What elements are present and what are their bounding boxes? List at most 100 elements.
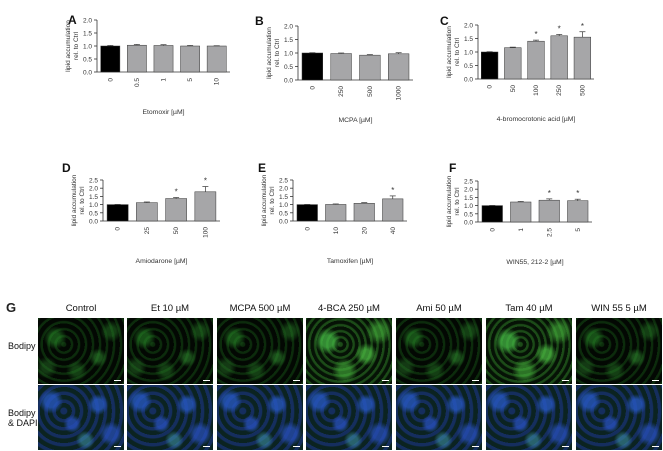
micrograph-column-label-1: Et 10 µM <box>150 303 190 314</box>
panel-c-y-tick-label-1: 0.5 <box>464 63 473 70</box>
panel-a-x-tick-label-4: 10 <box>214 78 221 86</box>
panel-c-y-label: lipid accumulationrel. to Ctrl <box>446 26 461 78</box>
panel-e-letter: E <box>258 161 266 175</box>
micrograph-bodipy-6 <box>576 318 662 384</box>
micrograph-bodipy-1 <box>127 318 213 384</box>
panel-f-x-label: WIN55, 212-2 [µM] <box>506 259 563 266</box>
row-label-bodipy-dapi-line2: & DAPI <box>8 418 38 429</box>
scale-bar <box>293 379 300 381</box>
panel-f-y-tick-label-4: 2.0 <box>464 187 473 194</box>
micrograph-bodipy-2 <box>217 318 303 384</box>
panel-d-x-tick-label-3: 100 <box>202 227 209 238</box>
panel-f-y-label: lipid accumulationrel. to Ctrl <box>446 175 461 227</box>
panel-f-letter: F <box>449 161 456 175</box>
panel-d-y-tick-label-2: 1.0 <box>89 202 98 209</box>
panel-f-y-tick-label-3: 1.5 <box>464 195 473 202</box>
panel-a-y-label-line2: rel. to Ctrl <box>73 31 80 60</box>
scale-bar <box>203 379 210 381</box>
panel-f-y-tick-label-5: 2.5 <box>464 179 473 186</box>
panel-d-x-tick-label-0: 0 <box>115 227 122 231</box>
panel-e-bar-2 <box>353 203 375 222</box>
panel-a-y-tick-label-2: 1.0 <box>83 44 92 51</box>
scale-bar <box>652 379 659 381</box>
panel-a-x-tick-label-2: 1 <box>161 78 168 82</box>
panel-a-bar-4 <box>206 45 227 73</box>
panel-d-bar-0 <box>106 204 129 222</box>
panel-a-x-tick-label-0: 0 <box>107 78 114 82</box>
scale-bar <box>562 379 569 381</box>
panel-c-bar-0 <box>480 51 499 80</box>
panel-b-y-label-line1: lipid accumulation <box>266 27 273 79</box>
panel-c-x-tick-label-0: 0 <box>487 85 494 89</box>
micrograph-bodipy-3 <box>306 318 392 384</box>
panel-f-x-tick-label-2: 2.5 <box>546 228 553 237</box>
panel-d-y-tick-label-1: 0.5 <box>89 210 98 217</box>
panel-e-bar-1 <box>325 204 347 222</box>
panel-b-x-tick-label-1: 250 <box>338 86 345 97</box>
micrograph-column-label-4: Ami 50 µM <box>416 303 462 314</box>
panel-e-y-tick-label-2: 1.0 <box>279 202 288 209</box>
micrograph-column-label-2: MCPA 500 µM <box>229 303 291 314</box>
panel-b-x-tick-label-2: 500 <box>367 86 374 97</box>
panel-b-y-label: lipid accumulationrel. to Ctrl <box>266 27 281 79</box>
panel-d-x-tick-label-2: 50 <box>173 227 180 235</box>
panel-b-y-tick-label-1: 0.5 <box>284 64 293 71</box>
panel-d-y-tick-label-0: 0.0 <box>89 219 98 226</box>
panel-e-x-tick-label-3: 40 <box>390 227 397 235</box>
panel-f-bar-1 <box>510 201 532 223</box>
micrograph-column-label-0: Control <box>65 303 97 314</box>
panel-c-y-label-line2: rel. to Ctrl <box>454 37 461 66</box>
panel-f-significance-2: * <box>548 189 551 198</box>
micrograph-column-label-5: Tam 40 µM <box>505 303 553 314</box>
panel-d-y-tick-label-3: 1.5 <box>89 194 98 201</box>
panel-f-y-tick-label-1: 0.5 <box>464 211 473 218</box>
panel-e-y-tick-label-1: 0.5 <box>279 210 288 217</box>
panel-f-bar-0 <box>481 205 503 223</box>
scale-bar <box>114 379 121 381</box>
panel-b-letter: B <box>255 14 264 28</box>
panel-f-y-tick-label-2: 1.0 <box>464 203 473 210</box>
panel-d-bar-3 <box>194 191 217 222</box>
panel-a-x-tick-label-1: 0.5 <box>134 78 141 87</box>
panel-c-x-tick-label-4: 500 <box>579 85 586 96</box>
panel-e-y-tick-label-0: 0.0 <box>279 219 288 226</box>
panel-c-significance-3: * <box>558 24 561 33</box>
panel-e-significance-3: * <box>391 186 394 195</box>
micrograph-merge-1 <box>127 385 213 450</box>
panel-e-y-label-line2: rel. to Ctrl <box>269 186 276 215</box>
panel-e-y-label: lipid accumulationrel. to Ctrl <box>261 174 276 226</box>
panel-e-bar-3 <box>382 198 404 222</box>
scale-bar <box>382 445 389 447</box>
panel-f-y-label-line1: lipid accumulation <box>446 175 453 227</box>
row-label-bodipy-dapi-line1: Bodipy <box>8 408 36 418</box>
panel-a-bar-3 <box>180 45 200 73</box>
panel-a-bar-2 <box>153 45 174 73</box>
panel-c-x-tick-label-1: 50 <box>510 85 517 93</box>
panel-a-y-tick-label-4: 2.0 <box>83 18 92 25</box>
panel-f-bar-2 <box>538 199 560 223</box>
micrograph-merge-6 <box>576 385 662 450</box>
panel-c-y-tick-label-4: 2.0 <box>464 23 473 30</box>
panel-b-y-tick-label-3: 1.5 <box>284 37 293 44</box>
panel-c-letter: C <box>440 14 449 28</box>
panel-e-y-label-line1: lipid accumulation <box>261 174 268 226</box>
panel-d-y-label-line1: lipid accumulation <box>71 174 78 226</box>
panel-d-y-tick-label-5: 2.5 <box>89 178 98 185</box>
row-label-bodipy: Bodipy <box>8 341 36 351</box>
panel-c-y-tick-label-2: 1.0 <box>464 50 473 57</box>
panel-c-significance-4: * <box>581 22 584 31</box>
panel-a-y-label: lipid accumulationrel. to Ctrl <box>65 20 80 72</box>
micrograph-bodipy-4 <box>396 318 482 384</box>
panel-c-bar-3 <box>550 35 568 80</box>
panel-c-x-tick-label-3: 250 <box>556 85 563 96</box>
panel-e-x-tick-label-0: 0 <box>304 227 311 231</box>
scale-bar <box>472 445 479 447</box>
panel-b-bar-3 <box>388 53 410 81</box>
panel-a-y-tick-label-0: 0.0 <box>83 70 92 77</box>
